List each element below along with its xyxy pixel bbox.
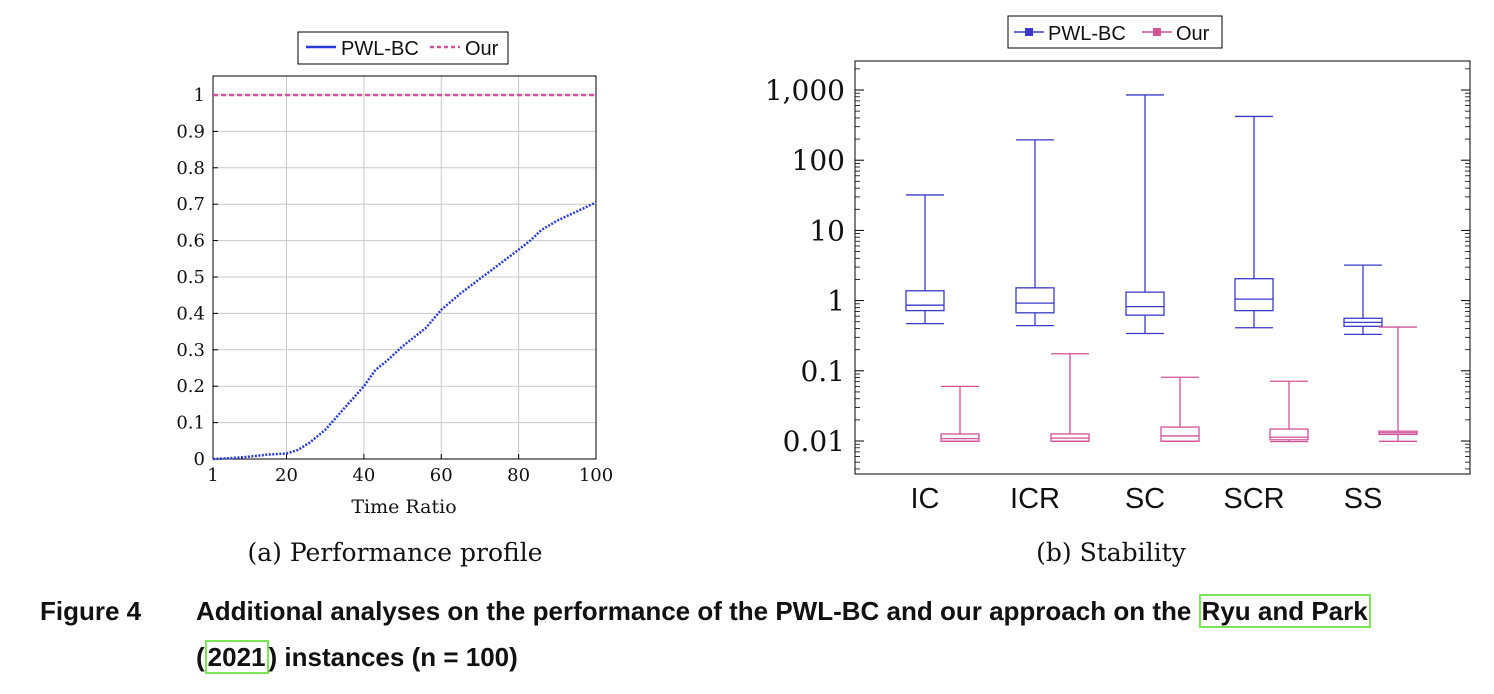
performance-profile-chart: 00.10.20.30.40.50.60.70.80.91 1 20 40 60 80 1… bbox=[176, 31, 613, 567]
box-plot-pwl-bc-ss bbox=[1343, 264, 1383, 336]
left-y-tick-label: 0.7 bbox=[176, 194, 205, 215]
citation-year-link[interactable]: 2021 bbox=[204, 640, 269, 674]
figure-caption-text: Additional analyses on the performance o… bbox=[196, 588, 1476, 680]
left-x-tick-label: 100 bbox=[579, 465, 613, 486]
legend-pwl-bc-label: PWL-BC bbox=[1048, 23, 1126, 45]
right-x-ticks: IC ICR SC SCR SS bbox=[911, 483, 1383, 515]
legend-our-marker bbox=[1153, 28, 1161, 36]
right-box-plots bbox=[905, 94, 1418, 443]
left-y-tick-label: 0 bbox=[194, 449, 205, 470]
left-x-tick-label: 1 bbox=[207, 465, 218, 486]
legend-pwl-bc-label: PWL-BC bbox=[341, 38, 419, 60]
left-x-axis-label: Time Ratio bbox=[351, 496, 456, 518]
left-y-tick-label: 0.9 bbox=[176, 121, 205, 142]
box-iqr bbox=[1269, 428, 1309, 441]
box-plot-our-scr bbox=[1269, 380, 1309, 443]
box-iqr bbox=[1015, 287, 1055, 314]
left-y-tick-label: 0.4 bbox=[176, 303, 205, 324]
left-x-tick-label: 60 bbox=[430, 465, 453, 486]
box-plot-our-ss bbox=[1378, 326, 1418, 442]
left-y-ticks: 0 0.1 0.2 0.3 0.4 0.5 0.6 0.7 0.8 0.9 1 bbox=[176, 85, 218, 470]
right-y-tick-label: 1 bbox=[827, 285, 845, 318]
right-plot-frame bbox=[854, 60, 1471, 475]
box-iqr bbox=[1160, 426, 1200, 442]
box-plot-pwl-bc-scr bbox=[1234, 115, 1274, 329]
left-y-tick-label: 0.1 bbox=[176, 413, 205, 434]
right-x-tick-label: SCR bbox=[1223, 483, 1284, 515]
box-iqr bbox=[1125, 291, 1165, 316]
caption-before: Additional analyses on the performance o… bbox=[196, 596, 1199, 626]
box-iqr bbox=[940, 433, 980, 442]
box-plot-our-ic bbox=[940, 385, 980, 442]
box-plot-pwl-bc-sc bbox=[1125, 94, 1165, 335]
left-y-tick-label: 0.6 bbox=[176, 231, 205, 252]
right-y-tick-label: 0.1 bbox=[800, 355, 845, 388]
right-x-tick-label: SS bbox=[1344, 483, 1383, 515]
left-subcaption: (a) Performance profile bbox=[248, 538, 543, 567]
figure-label: Figure 4 bbox=[40, 596, 142, 626]
left-y-tick-label: 1 bbox=[194, 85, 205, 106]
right-legend: PWL-BC Our bbox=[1007, 15, 1223, 49]
left-x-tick-label: 20 bbox=[275, 465, 298, 486]
left-y-tick-label: 0.2 bbox=[176, 376, 205, 397]
box-plot-pwl-bc-icr bbox=[1015, 139, 1055, 327]
right-y-tick-label: 0.01 bbox=[783, 425, 845, 458]
left-legend: PWL-BC Our bbox=[297, 31, 509, 65]
box-plot-pwl-bc-ic bbox=[905, 194, 945, 325]
citation-open-paren: ( bbox=[196, 642, 205, 672]
right-x-tick-label: SC bbox=[1125, 483, 1165, 515]
figure-canvas: 00.10.20.30.40.50.60.70.80.91 1 20 40 60 80 1… bbox=[176, 15, 1471, 567]
right-x-tick-label: IC bbox=[911, 483, 940, 515]
right-y-tick-label: 100 bbox=[792, 144, 845, 177]
left-grid bbox=[212, 76, 597, 460]
left-y-tick-label: 0.5 bbox=[176, 267, 205, 288]
right-y-ticks: 0.01 0.1 1 10 100 1,000 bbox=[765, 68, 1470, 470]
right-x-tick-label: ICR bbox=[1010, 483, 1060, 515]
right-y-tick-label: 10 bbox=[809, 214, 845, 247]
left-y-tick-label: 0.8 bbox=[176, 158, 205, 179]
left-y-tick-label: 0.3 bbox=[176, 340, 205, 361]
right-y-tick-label: 1,000 bbox=[765, 74, 845, 107]
left-plot-frame bbox=[212, 75, 597, 460]
legend-our-label: Our bbox=[465, 38, 499, 60]
citation-authors-link[interactable]: Ryu and Park bbox=[1198, 594, 1371, 628]
left-x-tick-label: 80 bbox=[507, 465, 530, 486]
left-x-tick-label: 40 bbox=[352, 465, 375, 486]
box-plot-our-sc bbox=[1160, 376, 1200, 442]
box-iqr bbox=[905, 290, 945, 312]
stability-chart: 0.01 0.1 1 10 100 1,000 IC ICR SC SCR SS PWL-BC O… bbox=[765, 15, 1471, 567]
legend-pwl-bc-marker bbox=[1025, 28, 1033, 36]
left-series-lines bbox=[212, 93, 597, 461]
right-subcaption: (b) Stability bbox=[1036, 538, 1187, 567]
caption-after: ) instances (n = 100) bbox=[268, 642, 518, 672]
legend-our-label: Our bbox=[1176, 23, 1210, 45]
box-iqr bbox=[1234, 278, 1274, 312]
left-x-ticks: 1 20 40 60 80 100 bbox=[207, 454, 613, 486]
box-plot-our-icr bbox=[1050, 353, 1090, 442]
series-line-pwl-bc bbox=[212, 201, 597, 461]
